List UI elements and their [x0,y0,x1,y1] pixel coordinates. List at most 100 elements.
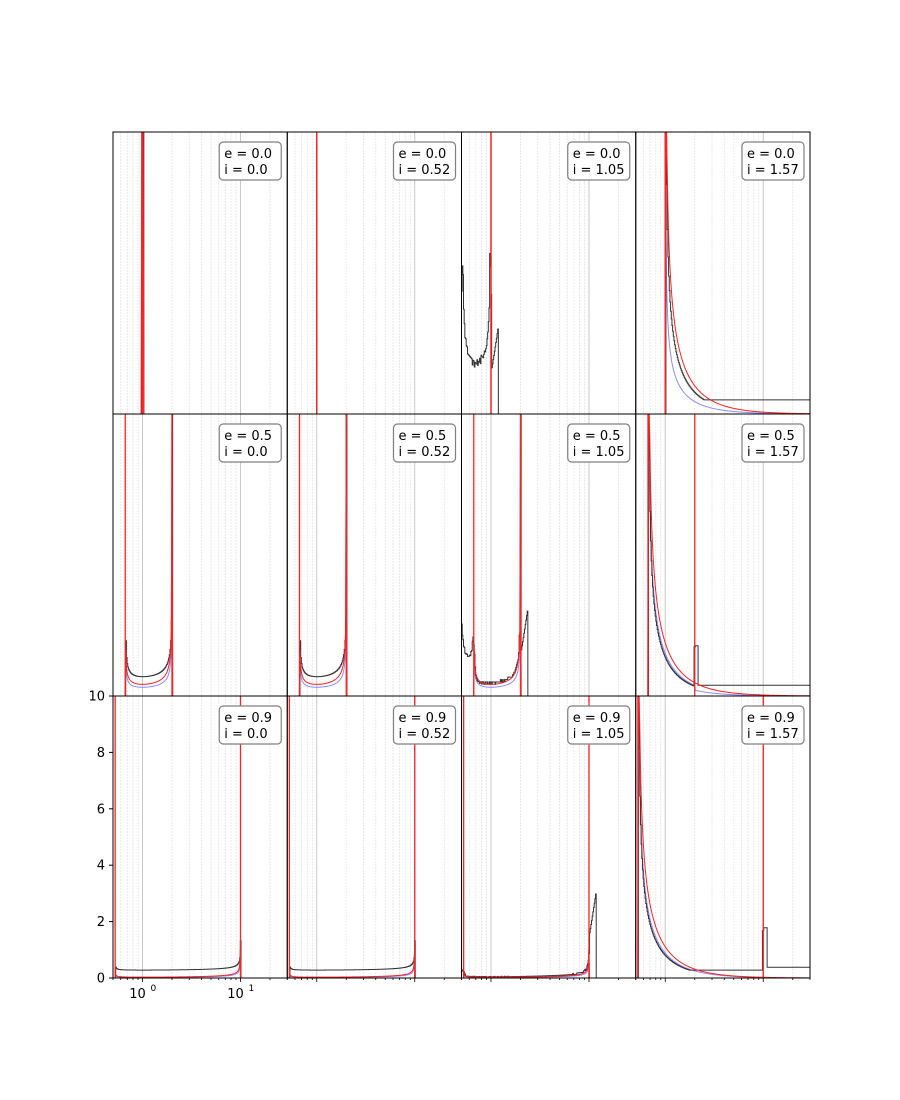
series-histogram [461,414,636,696]
y-tick-label: 4 [97,859,105,874]
annotation-box [218,141,282,181]
annotation-box [218,705,282,745]
panel-annotation: e = 0.9i = 1.57 [741,705,805,745]
panel-annotation: e = 0.0i = 1.05 [567,141,631,181]
panel-annotation: e = 0.9i = 0.0 [218,705,282,745]
annotation-i-label: i = 0.52 [399,727,451,742]
annotation-box [567,141,631,181]
annotation-e-label: e = 0.5 [573,429,621,444]
y-tick-label: 6 [97,802,105,817]
y-tick-label: 0 [97,972,105,987]
x-tick-label: 10 [227,987,244,1002]
panel-annotation: e = 0.5i = 1.05 [567,423,631,463]
annotation-box [392,423,457,463]
series-histogram [113,940,288,978]
series-histogram [635,414,810,696]
panel-annotation: e = 0.5i = 0.0 [218,423,282,463]
annotation-i-label: i = 1.05 [573,163,625,178]
annotation-e-label: e = 0.9 [747,711,795,726]
panel: e = 0.0i = 1.05 [461,131,637,415]
series-red-curve [287,949,462,978]
annotation-e-label: e = 0.0 [747,147,795,162]
series-histogram [113,414,288,696]
y-tick-label: 10 [88,690,105,705]
panel-curves [113,132,288,414]
annotation-e-label: e = 0.9 [399,711,447,726]
panel-curves [461,414,636,696]
panel-annotation: e = 0.0i = 0.52 [392,141,457,181]
annotation-i-label: i = 1.57 [747,163,799,178]
annotation-e-label: e = 0.5 [224,429,272,444]
panel-annotation: e = 0.5i = 0.52 [392,423,457,463]
annotation-i-label: i = 0.52 [399,445,451,460]
annotation-e-label: e = 0.5 [399,429,447,444]
annotation-i-label: i = 0.0 [224,727,267,742]
series-red-curve [113,414,288,696]
annotation-e-label: e = 0.0 [399,147,447,162]
x-tick-label: 10 [129,987,146,1002]
series-histogram [287,414,462,696]
panel-curves [113,414,288,696]
annotation-e-label: e = 0.0 [573,147,621,162]
annotation-box [567,705,631,745]
annotation-e-label: e = 0.5 [747,429,795,444]
panel-curves [287,132,462,414]
series-blue-curve [287,423,462,696]
panel-annotation: e = 0.5i = 1.57 [741,423,805,463]
series-blue-curve [461,423,636,696]
panel: e = 0.0i = 0.0 [112,131,288,415]
annotation-i-label: i = 1.05 [573,727,625,742]
series-histogram [635,132,810,414]
panel-frame [635,695,811,979]
annotation-i-label: i = 1.05 [573,445,625,460]
annotation-box [392,705,457,745]
annotation-box [741,705,805,745]
series-red-curve [461,414,636,696]
annotation-box [218,423,282,463]
y-axis: 0 2 4 6 8 10 [88,690,113,987]
panel: e = 0.0i = 0.52 [286,131,462,415]
panel: e = 0.9i = 0.52 [286,695,462,979]
panel: e = 0.9i = 0.0 [112,695,288,979]
y-tick-label: 8 [97,746,105,761]
series-red-curve [635,132,810,414]
series-red-curve [635,414,810,696]
series-red-curve [287,414,462,696]
annotation-box [567,423,631,463]
annotation-i-label: i = 0.52 [399,163,451,178]
panel: e = 0.0i = 1.57 [635,131,811,415]
series-histogram [287,940,462,978]
panel: e = 0.9i = 1.05 [461,695,637,979]
panel-annotation: e = 0.0i = 0.0 [218,141,282,181]
x-axis: 10 0 10 1 [112,978,811,1002]
panel: e = 0.5i = 1.57 [635,413,811,697]
series-red-curve [461,949,636,978]
x-tick-label-exponent: 1 [248,984,254,994]
panel-curves [635,414,810,696]
panel-curves [287,414,462,696]
panel-grid: e = 0.0i = 0.0e = 0.0i = 0.52e = 0.0i = … [112,131,811,979]
annotation-i-label: i = 0.0 [224,445,267,460]
panel-gridlines [120,132,271,414]
x-tick-label-exponent: 0 [150,984,156,994]
series-red-curve [113,949,288,978]
annotation-e-label: e = 0.0 [224,147,272,162]
annotation-e-label: e = 0.9 [573,711,621,726]
series-histogram [461,252,636,414]
annotation-box [741,423,805,463]
panel: e = 0.9i = 1.57 [635,695,811,979]
y-tick-label: 2 [97,915,105,930]
annotation-i-label: i = 1.57 [747,727,799,742]
panel-curves [461,132,636,414]
annotation-box [392,141,457,181]
panel-annotation: e = 0.0i = 1.57 [741,141,805,181]
annotation-e-label: e = 0.9 [224,711,272,726]
annotation-box [741,141,805,181]
panel-annotation: e = 0.9i = 1.05 [567,705,631,745]
annotation-i-label: i = 1.57 [747,445,799,460]
series-blue-curve [113,423,288,696]
panel-annotation: e = 0.9i = 0.52 [392,705,457,745]
panel: e = 0.5i = 0.52 [286,413,462,697]
